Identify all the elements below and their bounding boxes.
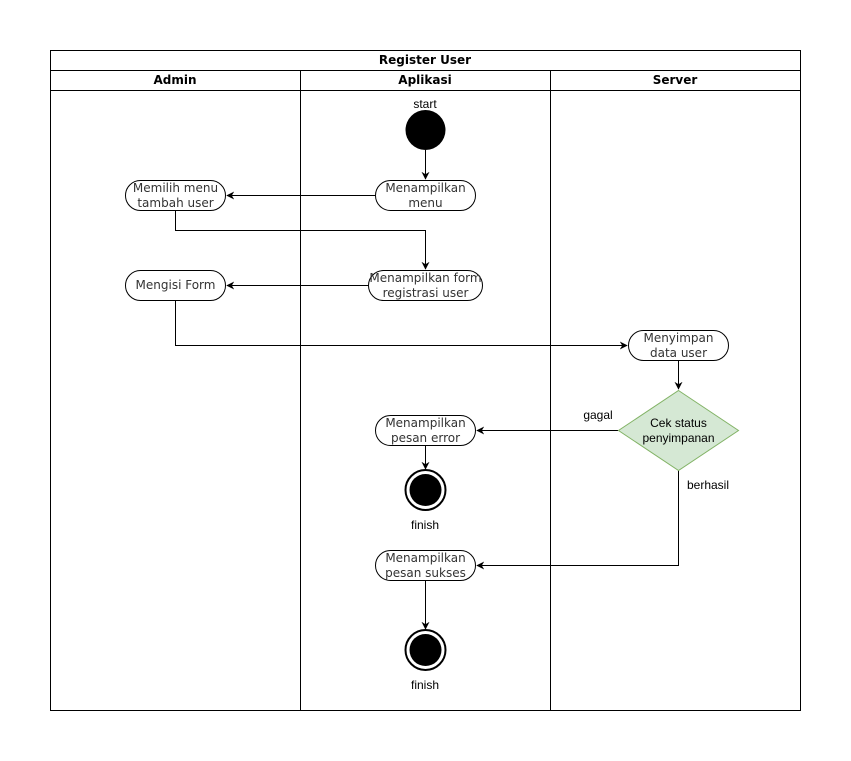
lane-title-aplikasi: Aplikasi	[398, 73, 451, 87]
edge-cek-to-sukses	[476, 470, 679, 570]
lane-title-server: Server	[653, 73, 698, 87]
activity-menampilkan-menu: Menampilkan menu	[375, 180, 476, 211]
edges	[175, 150, 683, 630]
activity-menyimpan-line2: data user	[650, 346, 707, 360]
activity-menampilkan-form: Menampilkan form registrasi user	[368, 270, 483, 301]
activity-menampilkan-form-line1: Menampilkan form	[369, 271, 481, 285]
activity-pesan-error: Menampilkan pesan error	[375, 415, 476, 446]
activity-pesan-error-line1: Menampilkan	[385, 416, 465, 430]
activity-pesan-error-line2: pesan error	[391, 431, 460, 445]
activity-menampilkan-menu-line2: menu	[408, 196, 442, 210]
edge-memilih-to-form	[175, 210, 430, 270]
activity-menampilkan-menu-line1: Menampilkan	[385, 181, 465, 195]
start-label: start	[413, 97, 437, 111]
decision-cek-status: Cek status penyimpanan	[617, 389, 740, 472]
finish-node-1: finish	[404, 469, 447, 532]
finish-label-1: finish	[411, 518, 439, 532]
activity-memilih-menu-line2: tambah user	[137, 196, 213, 210]
activity-menyimpan-data: Menyimpan data user	[628, 330, 729, 361]
start-node: start	[405, 97, 446, 150]
activity-mengisi-form: Mengisi Form	[125, 270, 226, 301]
activity-pesan-sukses-line2: pesan sukses	[385, 566, 466, 580]
lane-title-admin: Admin	[153, 73, 196, 87]
activity-pesan-sukses: Menampilkan pesan sukses	[375, 550, 476, 581]
activity-mengisi-form-line1: Mengisi Form	[136, 278, 216, 292]
finish-label-2: finish	[411, 678, 439, 692]
activity-memilih-menu: Memilih menu tambah user	[125, 180, 226, 211]
decision-cek-status-line1: Cek status	[650, 416, 707, 430]
edge-mengisi-to-menyimpan	[175, 300, 628, 350]
activity-menyimpan-line1: Menyimpan	[643, 331, 713, 345]
activity-menampilkan-form-line2: registrasi user	[383, 286, 469, 300]
decision-cek-status-line2: penyimpanan	[642, 431, 714, 445]
finish-node-2: finish	[404, 629, 447, 692]
activity-memilih-menu-line1: Memilih menu	[133, 181, 218, 195]
start-circle	[405, 110, 446, 150]
edge-label-berhasil: berhasil	[687, 478, 729, 492]
edge-label-gagal: gagal	[583, 408, 612, 422]
pool-title: Register User	[379, 53, 471, 67]
activity-pesan-sukses-line1: Menampilkan	[385, 551, 465, 565]
